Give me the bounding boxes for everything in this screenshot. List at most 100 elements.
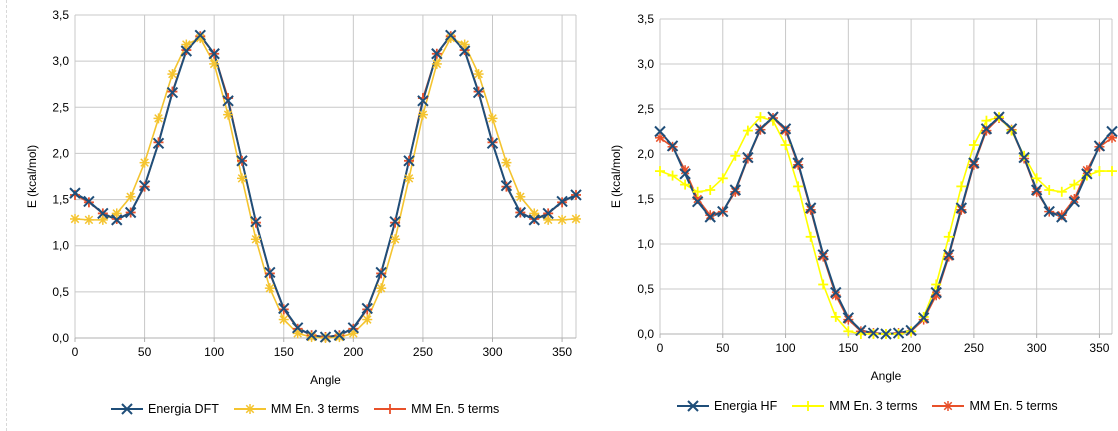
series-markers-1	[70, 33, 581, 343]
legend-item: Energia DFT	[110, 402, 219, 416]
data-point	[830, 311, 841, 322]
data-point	[305, 329, 318, 341]
legend-label: MM En. 3 terms	[270, 402, 360, 416]
data-point	[557, 214, 568, 225]
data-point	[431, 48, 443, 60]
y-tick-label: 2,5	[52, 100, 69, 114]
data-point	[1019, 150, 1030, 161]
data-point	[968, 159, 979, 170]
y-tick-label: 1,0	[637, 237, 654, 251]
x-axis-title: Angle	[310, 373, 341, 387]
data-point	[166, 86, 179, 99]
data-point	[943, 251, 954, 262]
series-line-2	[659, 116, 1113, 335]
data-point	[1043, 205, 1055, 218]
data-point	[473, 69, 484, 80]
y-tick-label: 2,5	[637, 102, 654, 116]
x-tick-label: 250	[413, 345, 433, 359]
data-point	[855, 324, 867, 337]
legend-swatch	[792, 401, 825, 411]
legend-marker	[121, 403, 133, 415]
chart-dft: 0,0 0,5 1,0 1,5 2,0 2,5 3,0 3,5 0 50 100 150 200 250 3…	[25, 8, 582, 387]
series-line-0	[659, 115, 1113, 336]
legend-marker	[385, 404, 396, 414]
data-point	[917, 312, 930, 324]
x-tick-label: 150	[274, 345, 294, 359]
data-point	[779, 123, 792, 135]
data-point	[390, 234, 401, 245]
x-tick-label: 300	[482, 345, 502, 359]
data-point	[97, 207, 109, 220]
data-point	[892, 327, 905, 339]
series-line-1	[659, 116, 1112, 335]
data-point	[692, 186, 703, 197]
data-point	[717, 173, 728, 184]
data-point	[804, 202, 817, 214]
x-tick-label: 350	[552, 345, 572, 359]
data-point	[956, 181, 967, 192]
data-point	[1006, 125, 1017, 136]
legend-item: Energia HF	[676, 399, 777, 413]
data-point	[529, 208, 540, 219]
series-markers-1	[655, 112, 1117, 339]
data-point	[375, 266, 387, 279]
x-axis-title: Angle	[871, 369, 902, 383]
legend-marker	[687, 400, 699, 412]
data-point	[125, 191, 136, 202]
data-point	[817, 249, 829, 261]
x-tick-label: 300	[1027, 341, 1047, 355]
data-point	[70, 189, 80, 200]
chart-hf: 0,0 0,5 1,0 1,5 2,0 2,5 3,0 3,5 0 50 100 150 200 250 3…	[609, 12, 1118, 383]
data-point	[1005, 123, 1018, 135]
data-point	[981, 125, 992, 136]
data-point	[818, 279, 829, 290]
data-point	[528, 214, 540, 226]
data-point	[403, 155, 415, 167]
data-point	[69, 187, 81, 199]
data-point	[793, 159, 804, 170]
data-point	[729, 184, 742, 196]
data-point	[361, 302, 373, 315]
y-tick-label: 1,0	[52, 239, 69, 253]
data-point	[930, 286, 942, 299]
data-point	[486, 137, 499, 149]
y-tick-label: 3,5	[52, 8, 69, 22]
data-point	[1031, 173, 1042, 184]
data-point	[236, 155, 248, 167]
data-point	[968, 140, 979, 150]
data-point	[1106, 125, 1118, 138]
x-tick-label: 250	[964, 341, 984, 355]
data-point	[680, 179, 691, 190]
y-axis-title: E (kcal/mol)	[25, 145, 39, 208]
data-point	[222, 95, 234, 107]
data-point	[278, 302, 290, 315]
data-point	[111, 208, 122, 219]
data-point	[362, 314, 373, 325]
legend-swatch	[932, 401, 965, 411]
data-point	[138, 180, 151, 192]
y-tick-label: 3,5	[637, 12, 654, 26]
data-point	[376, 283, 387, 294]
legend-label: MM En. 3 terms	[829, 399, 918, 413]
data-point	[1068, 195, 1081, 208]
x-tick-label: 200	[343, 345, 363, 359]
data-point	[209, 58, 220, 69]
data-point	[1056, 186, 1067, 197]
data-point	[223, 109, 234, 120]
data-point	[956, 204, 967, 215]
data-point	[679, 168, 691, 180]
data-point	[980, 123, 993, 135]
data-point	[830, 286, 842, 299]
data-point	[194, 29, 206, 42]
data-point	[1031, 186, 1042, 197]
data-point	[111, 214, 123, 226]
data-point	[1093, 140, 1106, 152]
data-point	[905, 324, 917, 337]
data-point	[417, 95, 429, 107]
data-point	[250, 234, 261, 245]
x-tick-label: 50	[716, 341, 730, 355]
data-point	[278, 314, 289, 325]
data-point	[542, 207, 554, 220]
data-point	[181, 39, 192, 50]
